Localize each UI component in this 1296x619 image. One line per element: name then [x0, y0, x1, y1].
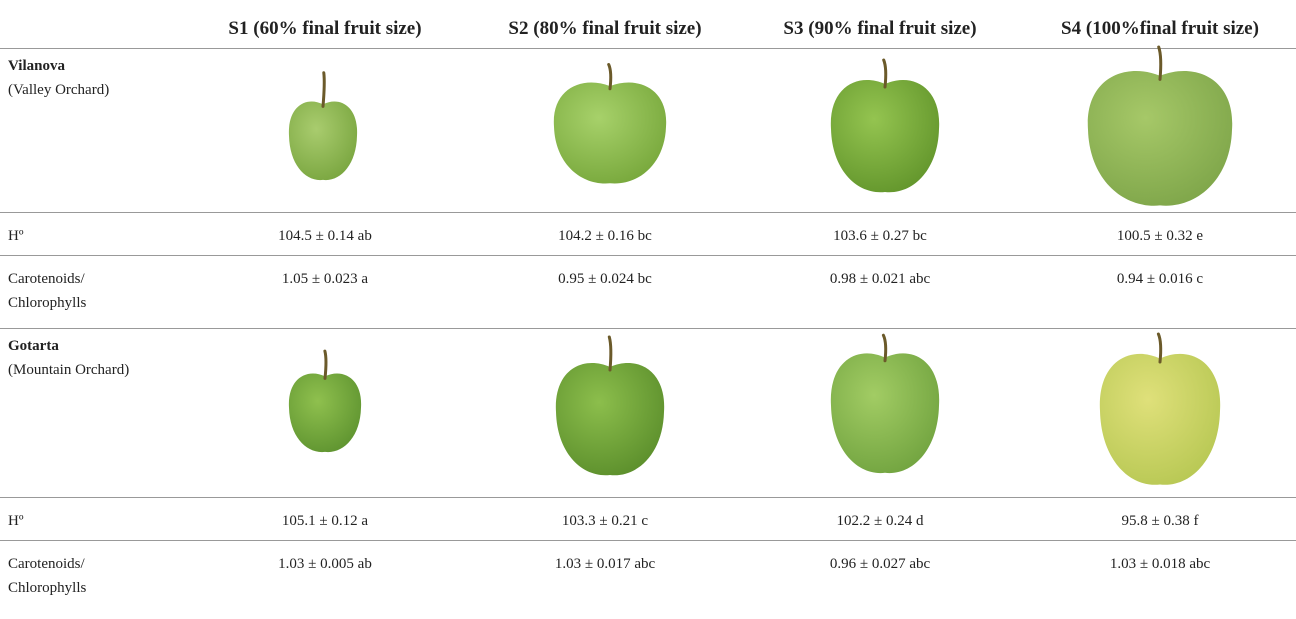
cell-value: 1.05 ± 0.023 a [282, 271, 368, 288]
cell-value: 0.94 ± 0.016 c [1117, 271, 1203, 288]
row-label: Hº [8, 513, 23, 530]
rule [0, 497, 1296, 498]
apple-photo [279, 68, 367, 192]
column-header: S3 (90% final fruit size) [783, 18, 976, 40]
apple-photo [1090, 318, 1230, 498]
cell-value: 1.03 ± 0.018 abc [1110, 556, 1210, 573]
apple-photo [821, 318, 949, 486]
cell-value: 103.6 ± 0.27 bc [833, 228, 927, 245]
orchard-name: (Valley Orchard) [8, 82, 109, 99]
table-page: S1 (60% final fruit size) S2 (80% final f… [0, 0, 1296, 619]
row-label: Chlorophylls [8, 580, 86, 597]
orchard-name: (Mountain Orchard) [8, 362, 129, 379]
site-name: Vilanova [8, 58, 65, 75]
apple-photo [279, 340, 371, 464]
apple-photo [544, 48, 676, 196]
row-label: Carotenoids/ [8, 556, 85, 573]
cell-value: 0.98 ± 0.021 abc [830, 271, 930, 288]
cell-value: 103.3 ± 0.21 c [562, 513, 648, 530]
cell-value: 105.1 ± 0.12 a [282, 513, 368, 530]
site-name: Gotarta [8, 338, 59, 355]
cell-value: 104.5 ± 0.14 ab [278, 228, 372, 245]
cell-value: 100.5 ± 0.32 e [1117, 228, 1203, 245]
column-header: S1 (60% final fruit size) [228, 18, 421, 40]
row-label: Hº [8, 228, 23, 245]
rule [0, 540, 1296, 541]
column-header: S2 (80% final fruit size) [508, 18, 701, 40]
cell-value: 0.96 ± 0.027 abc [830, 556, 930, 573]
cell-value: 95.8 ± 0.38 f [1122, 513, 1199, 530]
row-label: Carotenoids/ [8, 271, 85, 288]
rule [0, 255, 1296, 256]
cell-value: 102.2 ± 0.24 d [837, 513, 924, 530]
cell-value: 1.03 ± 0.005 ab [278, 556, 372, 573]
cell-value: 1.03 ± 0.017 abc [555, 556, 655, 573]
row-label: Chlorophylls [8, 295, 86, 312]
cell-value: 104.2 ± 0.16 bc [558, 228, 652, 245]
apple-photo [1078, 35, 1242, 219]
apple-photo [546, 328, 674, 488]
apple-photo [821, 45, 949, 205]
cell-value: 0.95 ± 0.024 bc [558, 271, 652, 288]
rule [0, 212, 1296, 213]
